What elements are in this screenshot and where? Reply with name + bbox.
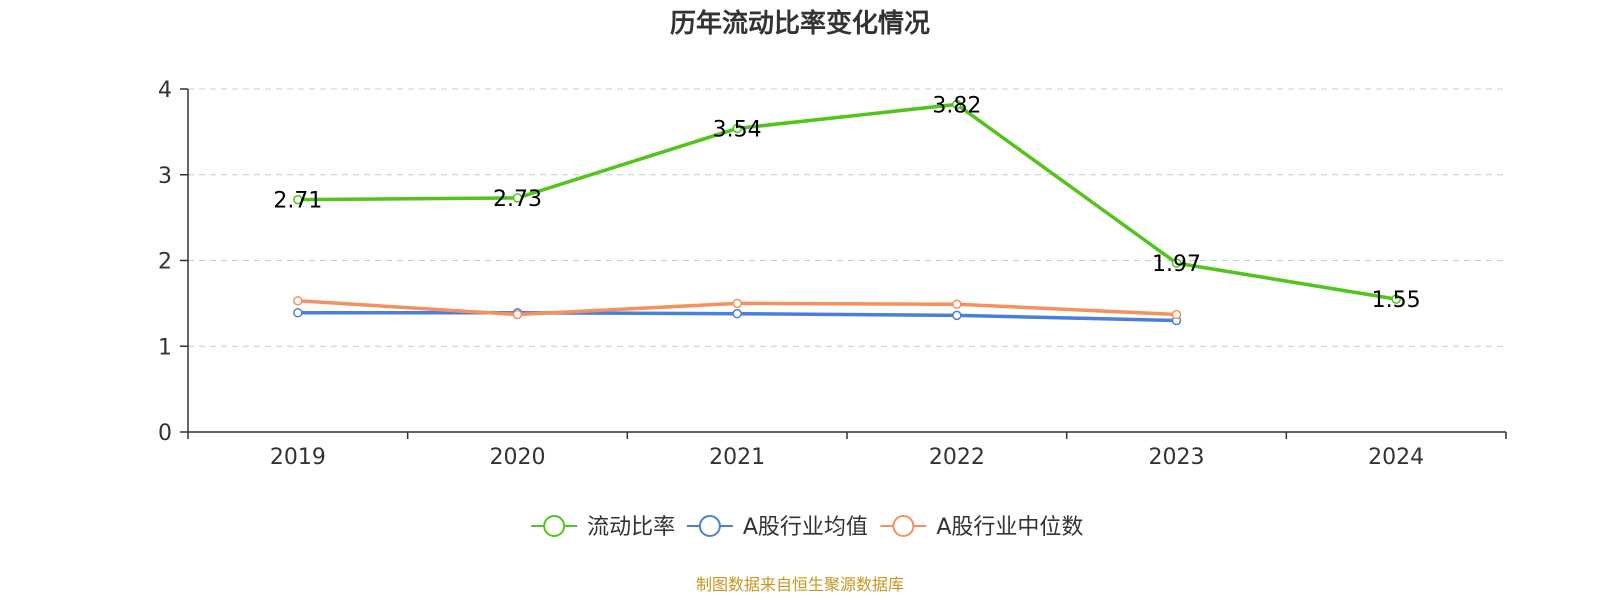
- legend-item-0[interactable]: 流动比率: [531, 515, 675, 540]
- data-label-2021: 3.54: [713, 117, 762, 142]
- series-2-point-2020: [512, 309, 523, 320]
- legend-circle-icon: [543, 515, 566, 537]
- series-0-point-2022: [952, 99, 962, 110]
- series-1-point-2019: [293, 308, 303, 318]
- legend-item-1[interactable]: A股行业均值: [686, 515, 868, 540]
- series-line-0: [296, 102, 1398, 301]
- y-tick-label: 2: [158, 250, 172, 275]
- x-tick-label-2020: 2020: [490, 445, 546, 470]
- data-label-2023: 1.97: [1152, 252, 1201, 277]
- legend-label: A股行业中位数: [936, 515, 1083, 540]
- y-tick-label: 4: [158, 78, 172, 103]
- x-tick-label-2021: 2021: [709, 445, 765, 470]
- data-label-2019: 2.71: [273, 189, 322, 214]
- legend-circle-icon: [892, 515, 915, 537]
- legend-item-2[interactable]: A股行业中位数: [880, 515, 1083, 540]
- x-tick-label-2024: 2024: [1368, 445, 1424, 470]
- legend[interactable]: 流动比率 A股行业均值 A股行业中位数: [531, 515, 1083, 540]
- series-2-point-2023: [1171, 309, 1182, 320]
- data-label-2022: 3.82: [932, 93, 981, 118]
- series-1-point-2021: [732, 308, 742, 319]
- series-1-point-2022: [952, 310, 962, 321]
- x-tick-label-2019: 2019: [270, 445, 326, 470]
- data-label-2024: 1.55: [1372, 288, 1421, 313]
- chart-title: 历年流动比率变化情况: [670, 8, 930, 39]
- x-tick-label-2023: 2023: [1149, 445, 1205, 470]
- source-note: 制图数据来自恒生聚源数据库: [696, 575, 904, 594]
- series-0-point-2023: [1171, 258, 1182, 268]
- label-layer: 2.71 2.73 3.54 3.82 1.97 1.55: [273, 93, 1420, 313]
- series-0-point-2019: [293, 194, 303, 205]
- y-tick-label: 3: [158, 164, 172, 189]
- y-tick-label: 0: [158, 421, 172, 446]
- legend-circle-icon: [698, 515, 721, 537]
- legend-label: A股行业均值: [743, 515, 868, 540]
- y-tick-label: 1: [158, 335, 172, 360]
- legend-label: 流动比率: [587, 515, 675, 540]
- series-2-point-2021: [732, 298, 742, 309]
- axis-layer: 0 1 2 3 4 2019 2020 2021 2022 2023 2024: [158, 78, 1507, 470]
- series-2-point-2019: [293, 296, 303, 306]
- series-0-point-2020: [512, 193, 523, 203]
- x-tick-label-2022: 2022: [929, 445, 985, 470]
- series-0-point-2024: [1391, 294, 1401, 304]
- data-label-2020: 2.73: [493, 187, 542, 212]
- series-layer: [293, 99, 1401, 326]
- series-2-point-2022: [952, 299, 962, 309]
- series-0-point-2021: [732, 123, 742, 134]
